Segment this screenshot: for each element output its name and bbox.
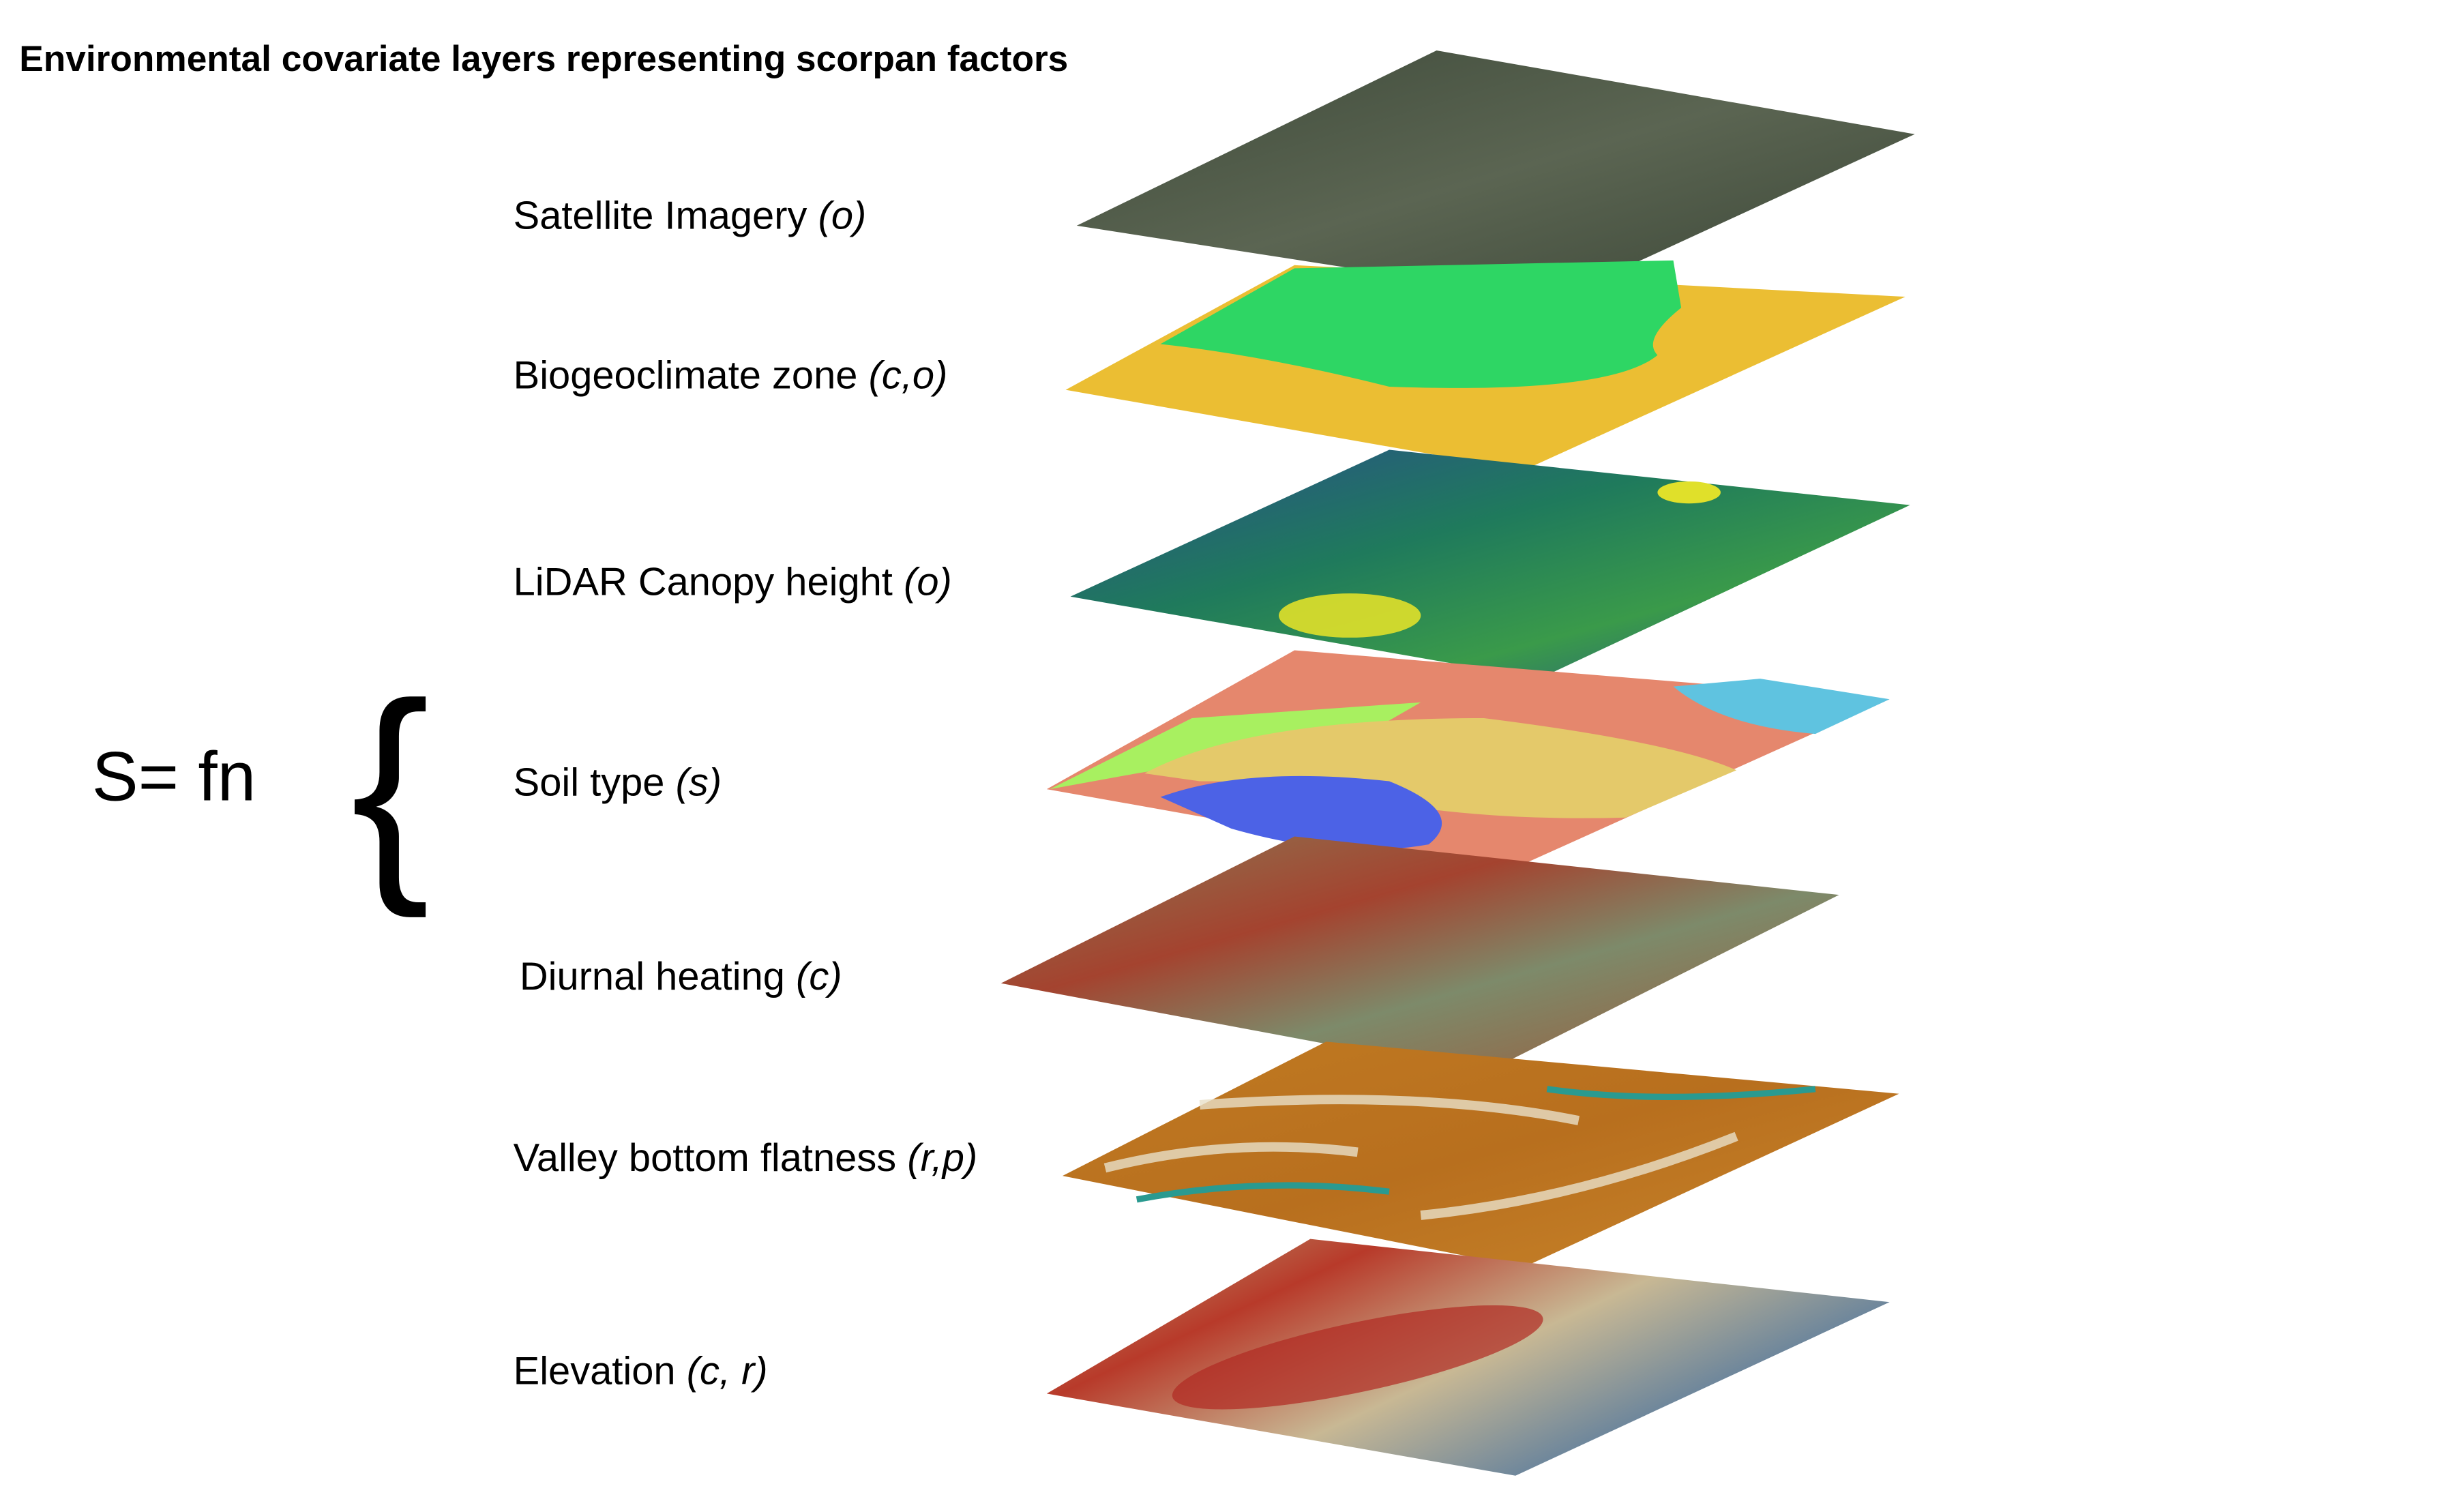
layer-map (1046, 650, 1890, 872)
layer-factors: (c, r) (687, 1350, 768, 1393)
layer-label: LiDAR Canopy height (o) (514, 560, 952, 604)
labels: Satellite Imagery (o)Biogeoclimate zone (c… (514, 194, 978, 1393)
map-feature (1136, 1086, 1816, 1203)
layer-name: Diurnal heating (520, 955, 785, 998)
layer-label: Diurnal heating (c) (520, 955, 842, 998)
layer-map (1000, 836, 1839, 1073)
layer-name: Biogeoclimate zone (514, 353, 858, 397)
layer-name: LiDAR Canopy height (514, 560, 893, 604)
map-plane (1000, 836, 1839, 1073)
map-plane (1076, 50, 1915, 300)
map-plane (1070, 449, 1910, 679)
layer-factors: (o) (904, 560, 952, 604)
layer-map (1062, 1041, 1899, 1268)
layer-label: Valley bottom flatness (r,p) (514, 1136, 978, 1180)
title: Environmental covariate layers represent… (19, 39, 1068, 79)
map-feature (1673, 679, 1890, 735)
map-feature (1657, 481, 1721, 504)
layer-factors: (c) (796, 955, 842, 998)
layer-factors: (s) (676, 760, 722, 804)
layer-map (1070, 449, 1910, 679)
map-feature (1160, 775, 1442, 850)
layer-map (1076, 50, 1915, 300)
formula: S= fn (92, 737, 256, 815)
layer-factors: (o) (818, 194, 867, 238)
layer-label: Biogeoclimate zone (c,o) (514, 353, 948, 397)
layer-factors: (r,p) (907, 1136, 977, 1180)
layer-name: Valley bottom flatness (514, 1136, 897, 1180)
layer-factors: (c,o) (869, 353, 948, 397)
layer-name: Soil type (514, 760, 665, 804)
map-feature (1103, 1095, 1738, 1220)
brace: { (351, 654, 430, 920)
map-feature (1160, 260, 1682, 388)
layer-label: Satellite Imagery (o) (514, 194, 867, 238)
layer-name: Elevation (514, 1350, 676, 1393)
map-feature (1144, 717, 1737, 818)
layer-name: Satellite Imagery (514, 194, 807, 238)
layer-map (1046, 1239, 1890, 1476)
layer-label: Soil type (s) (514, 760, 722, 804)
layer-map (1065, 260, 1905, 471)
map-feature (1172, 1305, 1543, 1410)
layer-label: Elevation (c, r) (514, 1350, 768, 1393)
map-feature (1278, 593, 1421, 638)
layer-stack (1000, 50, 1915, 1476)
